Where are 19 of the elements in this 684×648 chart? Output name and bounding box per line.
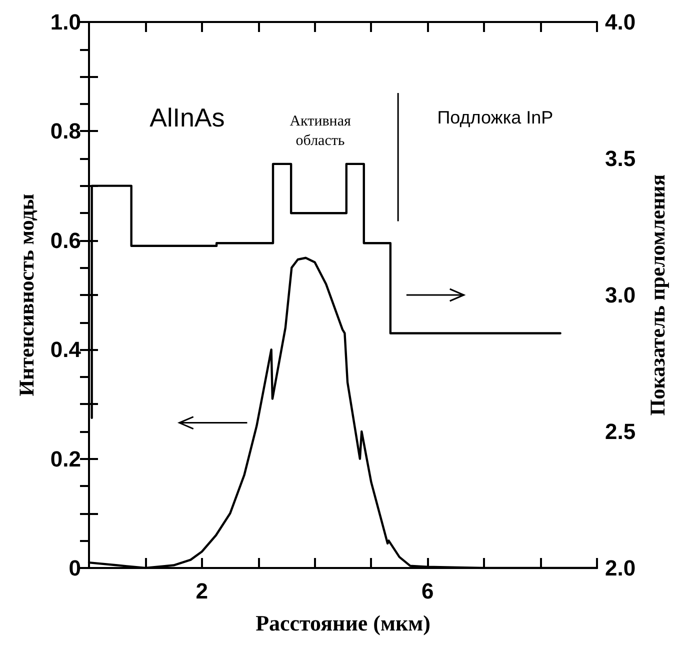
y-tick-label: 0.4	[50, 337, 82, 362]
y-tick-label: 0.8	[50, 118, 81, 144]
y2-tick-label: 2.0	[605, 556, 636, 580]
y-tick-label: 0.6	[50, 228, 81, 253]
annotation: Активная область	[290, 113, 351, 149]
y2-tick-label: 2.5	[605, 419, 636, 444]
y-tick-label: 1.0	[50, 10, 81, 34]
y2-axis-title: Показатель преломления	[646, 174, 670, 416]
y-tick-label: 0.2	[50, 446, 81, 472]
annotation: AlInAs	[150, 102, 225, 133]
y-axis-title: Интенсивность моды	[14, 194, 38, 396]
x-tick-label: 6	[422, 578, 434, 604]
y2-tick-label: 4.0	[605, 10, 636, 34]
x-axis-title: Расстояние (мкм)	[256, 610, 430, 636]
y2-tick-label: 3.5	[605, 146, 636, 171]
y-tick-label: 0	[68, 556, 81, 580]
y2-tick-label: 3.0	[605, 282, 636, 308]
x-tick-label: 2	[196, 578, 208, 604]
annotation: Подложка InP	[437, 108, 554, 128]
